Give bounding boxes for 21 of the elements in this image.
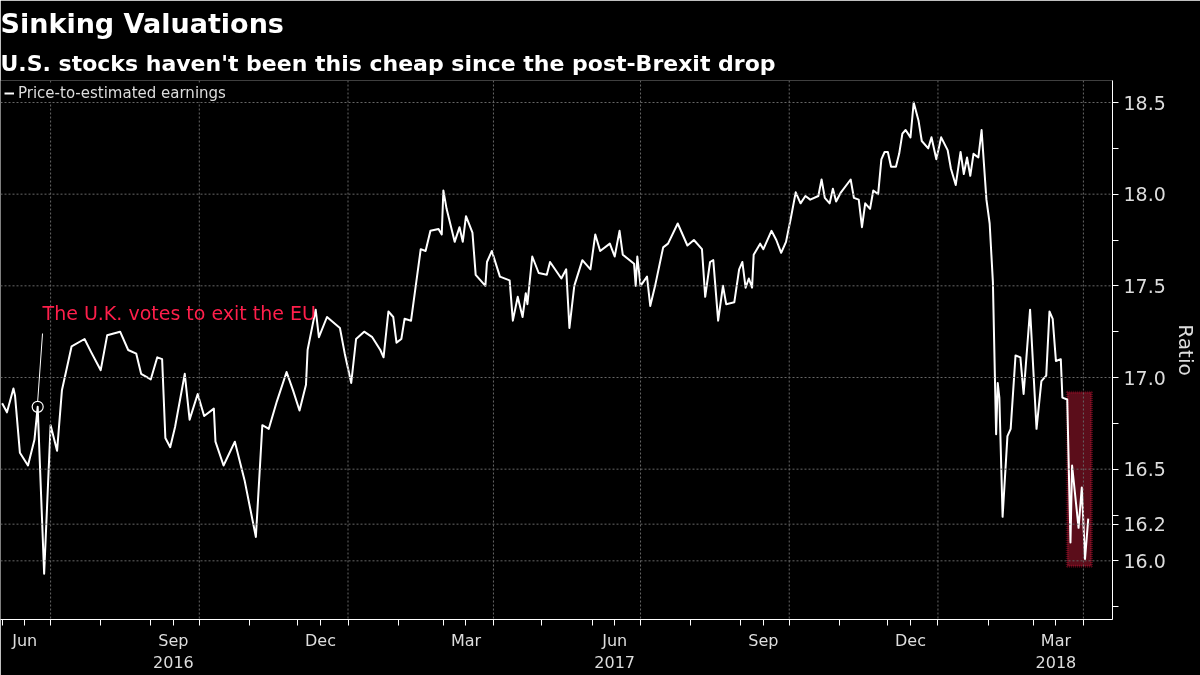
x-tick-label: Mar: [450, 630, 482, 650]
chart-title: Sinking Valuations: [0, 7, 284, 39]
y-tick-label: 18.0: [1123, 183, 1166, 206]
legend-label: Price-to-estimated earnings: [18, 84, 226, 102]
y-tick-label: 16.0: [1123, 549, 1166, 572]
y-tick-label: 17.5: [1123, 274, 1166, 297]
line-series: [1, 101, 1090, 575]
y-tick-label: 16.2: [1123, 513, 1166, 536]
x-tick-label: Dec: [894, 630, 926, 650]
y-tick-label: 18.5: [1123, 91, 1166, 114]
y-tick-label: 16.5: [1123, 458, 1166, 481]
chart-subtitle: U.S. stocks haven't been this cheap since the post-Brexit drop: [0, 50, 776, 76]
x-tick-label: Jun: [11, 630, 38, 650]
x-tick-label: Jun 2017: [594, 630, 636, 673]
annotation: The U.K. votes to exit the EU: [41, 302, 316, 325]
x-tick-label: Mar 2018: [1035, 630, 1077, 673]
y-tick-label: 17.0: [1123, 366, 1166, 389]
y-axis-title: Ratio: [1173, 324, 1198, 376]
x-tick-label: Sep 2016: [153, 630, 194, 673]
x-tick-label: Sep: [748, 630, 779, 650]
x-tick-label: Dec: [305, 630, 337, 650]
